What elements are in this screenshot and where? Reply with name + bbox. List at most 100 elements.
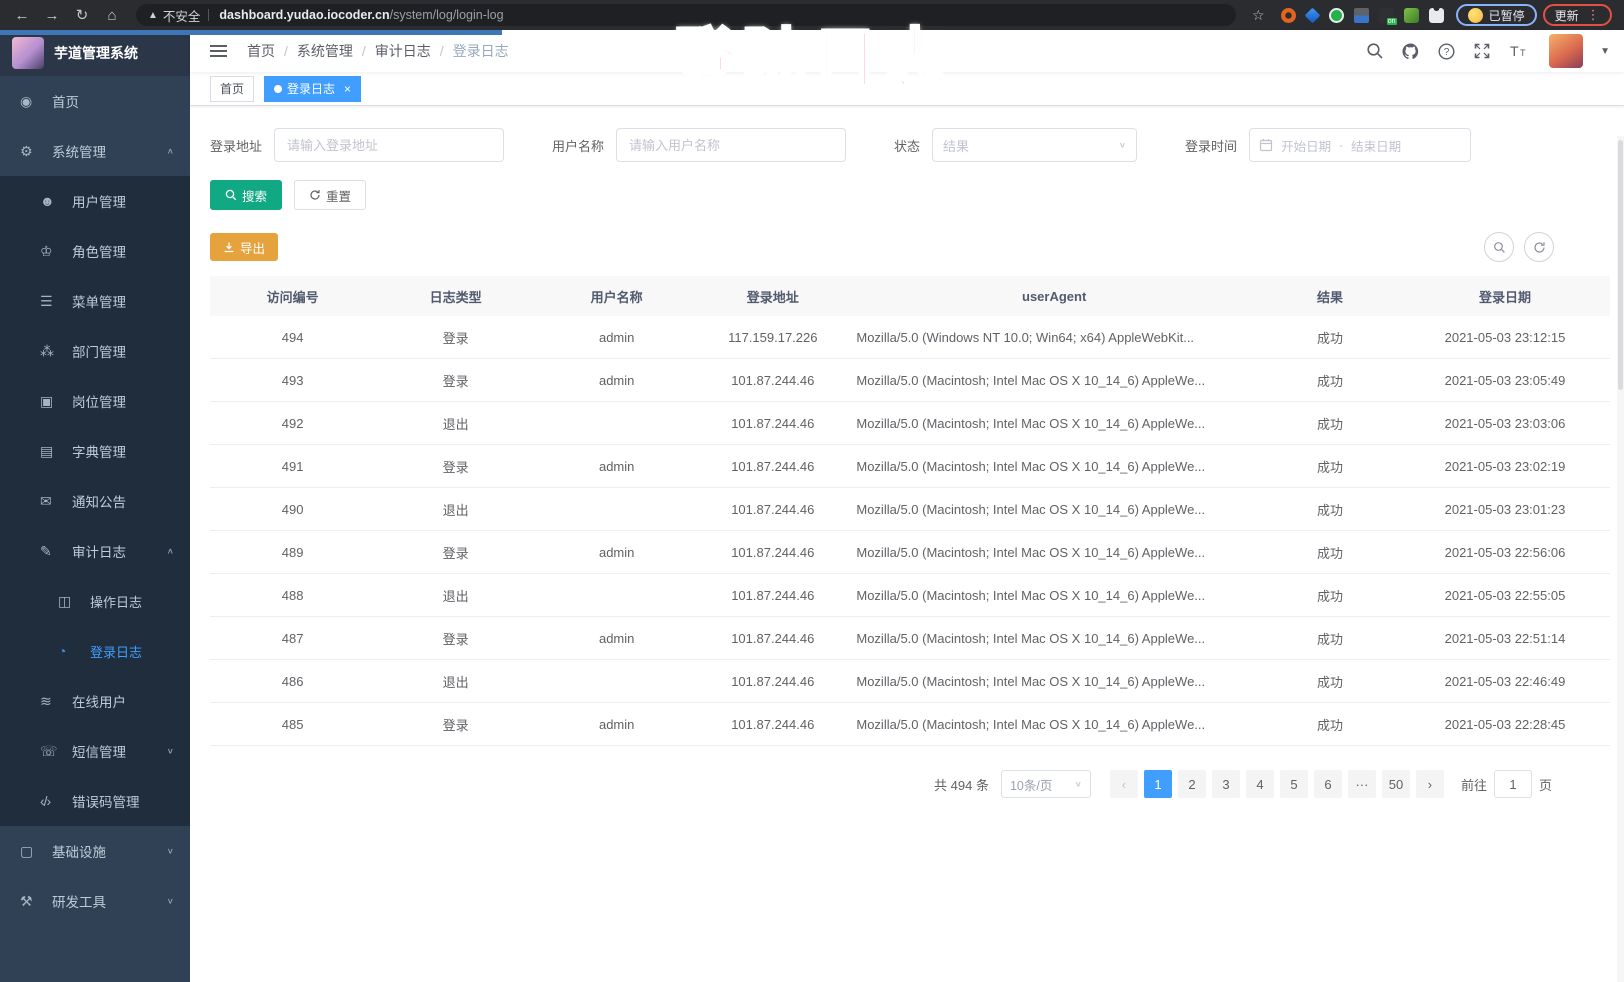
hamburger-icon[interactable] xyxy=(206,41,231,61)
goto-page-input[interactable] xyxy=(1493,770,1532,798)
table-cell: 486 xyxy=(281,673,304,689)
bookmark-star-icon[interactable]: ☆ xyxy=(1252,6,1265,23)
column-header: 访问编号 xyxy=(266,289,319,305)
column-header: 用户名称 xyxy=(590,289,643,305)
sidebar-item-role[interactable]: ♔ 角色管理 xyxy=(0,226,190,276)
username-input[interactable] xyxy=(616,128,847,162)
github-icon[interactable] xyxy=(1401,42,1420,61)
search-form: 登录地址 用户名称 状态 结果 ∨ 登录时间 xyxy=(210,128,1610,162)
page-button[interactable]: 3 xyxy=(1211,770,1240,798)
search-icon[interactable] xyxy=(1366,42,1384,60)
forward-icon[interactable]: → xyxy=(44,6,60,24)
sidebar-item-notice[interactable]: ✉ 通知公告 xyxy=(0,476,190,526)
table-row[interactable]: 490 退出 101.87.244.46 Mozilla/5.0 (Macintosh… xyxy=(210,488,1610,531)
table-cell: 101.87.244.46 xyxy=(731,630,815,646)
table-cell: 101.87.244.46 xyxy=(731,544,815,560)
profile-paused-pill[interactable]: 已暂停 xyxy=(1455,4,1537,26)
table-cell: 489 xyxy=(281,544,304,560)
extension-icon-3[interactable] xyxy=(1328,7,1344,23)
table-row[interactable]: 489 登录 admin 101.87.244.46 Mozilla/5.0 (Maci… xyxy=(210,531,1610,574)
menu-dots-icon[interactable]: ⋮ xyxy=(1586,7,1600,22)
page-button[interactable]: 4 xyxy=(1245,770,1274,798)
table-row[interactable]: 486 退出 101.87.244.46 Mozilla/5.0 (Macintosh… xyxy=(210,660,1610,703)
help-icon[interactable]: ? xyxy=(1437,42,1456,61)
post-icon: ▣ xyxy=(40,392,53,409)
extension-icon-5[interactable] xyxy=(1378,7,1397,25)
sidebar-item-dev-tools[interactable]: ⚒ 研发工具 ∨ xyxy=(0,876,190,926)
table-cell: 494 xyxy=(281,329,304,345)
status-select[interactable]: 结果 ∨ xyxy=(932,128,1138,162)
date-range-picker[interactable]: 开始日期 - 结束日期 xyxy=(1249,128,1472,162)
table-cell: 2021-05-03 22:46:49 xyxy=(1444,673,1566,689)
next-page-button[interactable]: › xyxy=(1415,770,1444,798)
sidebar-item-system[interactable]: ⚙ 系统管理 ∧ xyxy=(0,126,190,176)
prev-page-button[interactable]: ‹ xyxy=(1109,770,1138,798)
sidebar-item-user[interactable]: ☻ 用户管理 xyxy=(0,176,190,226)
refresh-table-button[interactable] xyxy=(1524,232,1554,262)
extension-icon-6[interactable] xyxy=(1403,7,1419,23)
more-pages-button[interactable]: ··· xyxy=(1347,770,1376,798)
sidebar-item-error-code[interactable]: ‹/› 错误码管理 xyxy=(0,776,190,826)
page-button[interactable]: 5 xyxy=(1279,770,1308,798)
tag-login-log[interactable]: 登录日志 × xyxy=(264,75,362,102)
breadcrumb-item[interactable]: 系统管理 xyxy=(296,43,353,59)
table-row[interactable]: 492 退出 101.87.244.46 Mozilla/5.0 (Macintosh… xyxy=(210,402,1610,445)
sidebar-item-login-log[interactable]: ◔ 登录日志 xyxy=(0,626,190,676)
breadcrumb-separator: / xyxy=(439,43,444,59)
toggle-search-button[interactable] xyxy=(1484,232,1514,262)
extension-icon-4[interactable] xyxy=(1353,7,1369,23)
reset-button[interactable]: 重置 xyxy=(294,180,367,210)
breadcrumb-item[interactable]: 首页 xyxy=(247,43,275,59)
table-row[interactable]: 485 登录 admin 101.87.244.46 Mozilla/5.0 (Maci… xyxy=(210,703,1610,746)
scrollbar[interactable] xyxy=(1617,136,1624,982)
sidebar-item-post[interactable]: ▣ 岗位管理 xyxy=(0,376,190,426)
sidebar-item-online-user[interactable]: ≋ 在线用户 xyxy=(0,676,190,726)
login-address-input[interactable] xyxy=(274,128,505,162)
page-button[interactable]: 1 xyxy=(1143,770,1172,798)
extension-icon-2[interactable] xyxy=(1304,7,1320,23)
operate-log-icon: ◫ xyxy=(58,592,71,609)
puzzle-icon[interactable] xyxy=(1428,7,1444,23)
chevron-down-icon[interactable]: ▼ xyxy=(1600,45,1610,57)
table-row[interactable]: 494 登录 admin 117.159.17.226 Mozilla/5.0 (Win… xyxy=(210,316,1610,359)
extension-icons xyxy=(1280,7,1444,25)
table-cell: admin xyxy=(598,372,635,388)
table-cell: 2021-05-03 22:28:45 xyxy=(1444,716,1566,732)
login-log-table: 访问编号 日志类型 用户名称 登录地址 userAgent 结果 登录日期 494 登录 adm… xyxy=(210,276,1610,746)
sidebar-item-menu[interactable]: ☰ 菜单管理 xyxy=(0,276,190,326)
update-button[interactable]: 更新 ⋮ xyxy=(1542,4,1612,26)
sidebar-item-dict[interactable]: ▤ 字典管理 xyxy=(0,426,190,476)
sidebar-item-audit-log[interactable]: ✎ 审计日志 ∧ xyxy=(0,526,190,576)
back-icon[interactable]: ← xyxy=(14,6,30,24)
table-cell: Mozilla/5.0 (Windows NT 10.0; Win64; x64… xyxy=(856,329,1195,345)
sidebar-item-infra[interactable]: ▢ 基础设施 ∨ xyxy=(0,826,190,876)
page-button[interactable]: 2 xyxy=(1177,770,1206,798)
table-row[interactable]: 493 登录 admin 101.87.244.46 Mozilla/5.0 (Maci… xyxy=(210,359,1610,402)
fullscreen-icon[interactable] xyxy=(1473,42,1491,60)
home-browser-icon[interactable]: ⌂ xyxy=(107,6,117,24)
search-button[interactable]: 搜索 xyxy=(210,180,283,210)
table-row[interactable]: 491 登录 admin 101.87.244.46 Mozilla/5.0 (Maci… xyxy=(210,445,1610,488)
table-row[interactable]: 487 登录 admin 101.87.244.46 Mozilla/5.0 (Maci… xyxy=(210,617,1610,660)
table-row[interactable]: 488 退出 101.87.244.46 Mozilla/5.0 (Macintosh… xyxy=(210,574,1610,617)
page-button[interactable]: 6 xyxy=(1313,770,1342,798)
page-button[interactable]: 50 xyxy=(1381,770,1410,798)
extension-icon-1[interactable] xyxy=(1280,7,1296,23)
reload-icon[interactable]: ↻ xyxy=(75,7,89,24)
sidebar-item-dept[interactable]: ⁂ 部门管理 xyxy=(0,326,190,376)
table-cell: 493 xyxy=(281,372,304,388)
breadcrumb-item[interactable]: 审计日志 xyxy=(374,43,431,59)
close-icon[interactable]: × xyxy=(344,81,352,96)
sidebar-item-operate-log[interactable]: ◫ 操作日志 xyxy=(0,576,190,626)
user-avatar[interactable] xyxy=(1549,34,1584,68)
sidebar-item-sms[interactable]: ☏ 短信管理 ∨ xyxy=(0,726,190,776)
tag-home[interactable]: 首页 xyxy=(210,75,255,102)
page-size-select[interactable]: 10条/页 ∨ xyxy=(1000,770,1091,798)
security-label[interactable]: 不安全 xyxy=(162,9,201,24)
sidebar-item-label: 研发工具 xyxy=(52,895,106,910)
column-header: 登录地址 xyxy=(746,289,799,305)
address-bar[interactable]: ▲ 不安全 dashboard.yudao.iocoder.cn/system/… xyxy=(136,4,1236,26)
export-button[interactable]: 导出 xyxy=(210,233,279,261)
sidebar-item-home[interactable]: ◉ 首页 xyxy=(0,76,190,126)
